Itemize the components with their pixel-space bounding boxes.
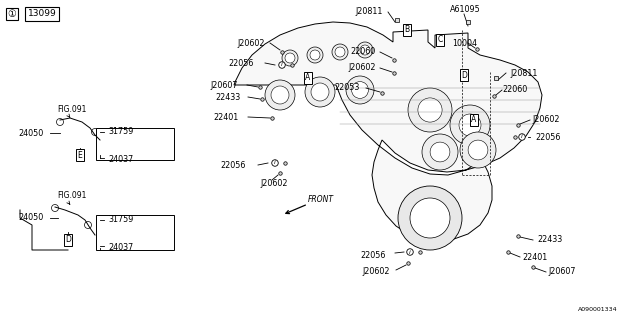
Circle shape (307, 47, 323, 63)
Text: J20602: J20602 (237, 38, 264, 47)
Text: i: i (274, 161, 276, 165)
Circle shape (305, 77, 335, 107)
Text: J20811: J20811 (355, 7, 382, 17)
Text: 24050: 24050 (18, 213, 44, 222)
Circle shape (357, 42, 373, 58)
Text: 24050: 24050 (18, 129, 44, 138)
Text: 22433: 22433 (537, 236, 563, 244)
Text: 22060: 22060 (350, 47, 375, 57)
Text: D: D (65, 236, 71, 244)
Circle shape (282, 50, 298, 66)
Text: FIG.091: FIG.091 (57, 191, 86, 201)
Text: A090001334: A090001334 (579, 307, 618, 312)
Text: J20602: J20602 (362, 268, 390, 276)
Text: J20607: J20607 (210, 81, 237, 90)
Text: C: C (437, 36, 443, 44)
Circle shape (265, 80, 295, 110)
Text: i: i (281, 62, 283, 68)
Text: 22433: 22433 (215, 92, 240, 101)
Circle shape (84, 221, 92, 228)
Text: FIG.091: FIG.091 (57, 106, 86, 115)
Text: J20607: J20607 (548, 268, 575, 276)
Circle shape (56, 118, 63, 125)
Text: 22056: 22056 (360, 251, 385, 260)
Text: A61095: A61095 (450, 4, 481, 13)
Circle shape (398, 186, 462, 250)
Circle shape (408, 88, 452, 132)
Circle shape (459, 114, 481, 136)
Circle shape (92, 129, 99, 135)
Text: i: i (521, 134, 523, 140)
Text: 31759: 31759 (108, 127, 133, 137)
Text: D: D (461, 70, 467, 79)
Text: 24037: 24037 (108, 156, 133, 164)
Text: B: B (404, 26, 410, 35)
Bar (96, 215, 174, 250)
Circle shape (430, 142, 450, 162)
Circle shape (332, 44, 348, 60)
Text: 22401: 22401 (522, 252, 547, 261)
Circle shape (468, 140, 488, 160)
Circle shape (51, 204, 58, 212)
Circle shape (360, 45, 370, 55)
Text: 22053: 22053 (334, 84, 360, 92)
Text: 22401: 22401 (213, 114, 238, 123)
Text: 22060: 22060 (502, 85, 527, 94)
Circle shape (418, 98, 442, 122)
Text: 22056: 22056 (228, 59, 253, 68)
Text: E: E (77, 150, 83, 159)
Text: J20811: J20811 (510, 68, 538, 77)
Text: 31759: 31759 (108, 215, 133, 225)
Circle shape (311, 83, 329, 101)
Bar (96, 128, 174, 160)
Text: A: A (472, 116, 477, 124)
Circle shape (310, 50, 320, 60)
Text: A: A (305, 74, 310, 83)
Circle shape (422, 134, 458, 170)
Circle shape (351, 82, 369, 99)
Text: 10004: 10004 (452, 38, 477, 47)
Text: J20602: J20602 (260, 179, 287, 188)
Text: i: i (409, 250, 411, 254)
Text: ①: ① (8, 9, 17, 19)
Circle shape (410, 198, 450, 238)
Circle shape (285, 53, 295, 63)
Circle shape (460, 132, 496, 168)
Text: 13099: 13099 (28, 10, 56, 19)
Text: 22056: 22056 (535, 132, 561, 141)
Text: J20602: J20602 (532, 116, 559, 124)
Text: 22056: 22056 (220, 161, 245, 170)
Circle shape (335, 47, 345, 57)
Polygon shape (234, 22, 542, 241)
Circle shape (346, 76, 374, 104)
Text: J20602: J20602 (348, 63, 376, 73)
Circle shape (271, 86, 289, 104)
Text: FRONT: FRONT (308, 196, 334, 204)
Circle shape (450, 105, 490, 145)
Text: 24037: 24037 (108, 244, 133, 252)
